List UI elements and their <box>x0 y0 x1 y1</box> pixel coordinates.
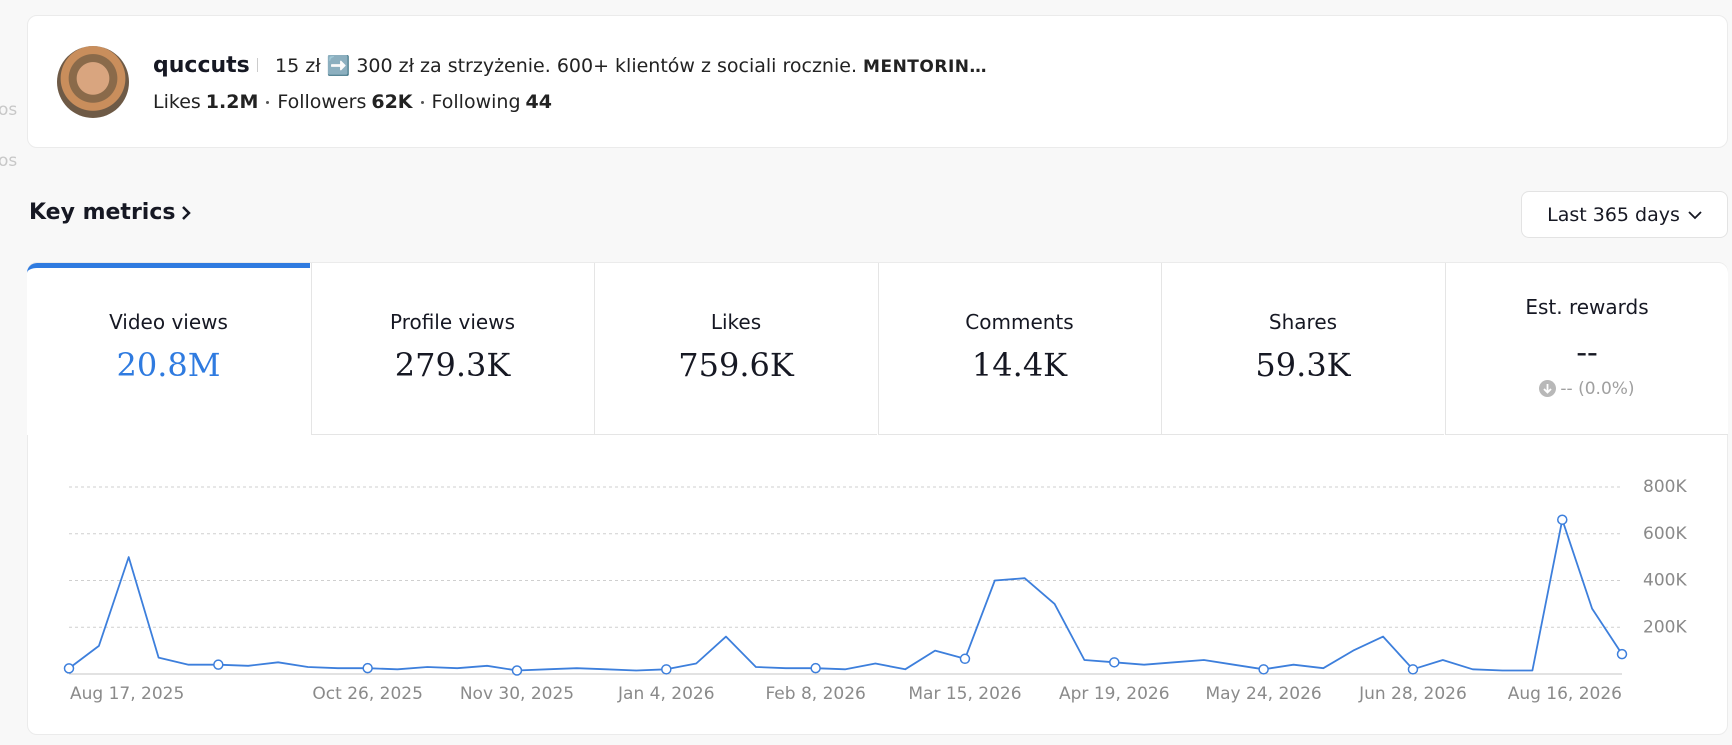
bio-bold: MENTORIN… <box>863 57 987 77</box>
dot <box>266 101 270 104</box>
metric-tab[interactable]: Comments 14.4K <box>877 263 1161 435</box>
stat-label: Followers <box>277 91 367 113</box>
sidebar-item[interactable]: os <box>0 100 18 120</box>
down-icon <box>1539 380 1557 397</box>
x-tick-label: Aug 17, 2025 <box>70 684 184 704</box>
metric-value: 279.3K <box>394 346 511 384</box>
metric-tab[interactable]: Likes 759.6K <box>594 263 877 435</box>
stat-label: Following <box>431 91 521 113</box>
metric-label: Comments <box>965 310 1074 334</box>
username[interactable]: quccuts <box>153 53 250 78</box>
title-text: Key metrics <box>29 200 176 225</box>
point <box>1616 648 1628 660</box>
y-tick-label: 600K <box>1643 524 1687 544</box>
y-tick-label: 800K <box>1643 477 1687 497</box>
point <box>959 653 971 665</box>
stat-value: 44 <box>525 91 552 113</box>
metric-value: 14.4K <box>971 346 1068 384</box>
stats: Likes 1.2M Followers 62K Following 44 <box>153 91 552 113</box>
x-tick-label: May 24, 2026 <box>1205 684 1321 704</box>
point <box>511 665 523 676</box>
x-tick-label: Jan 4, 2026 <box>617 684 715 704</box>
x-tick-label: Aug 16, 2026 <box>1508 684 1622 704</box>
bio-text: 15 zł ➡️ 300 zł za strzyżenie. 600+ klie… <box>275 55 857 77</box>
change-text: -- (0.0%) <box>1560 379 1635 399</box>
metric-change: -- (0.0%) <box>1446 379 1728 399</box>
chart: 200K 400K 600K 800K Aug 17, 2025 Oct 26, 2025… <box>63 477 1687 704</box>
metric-tab[interactable]: Est. rewards -- -- (0.0%) <box>1445 263 1728 435</box>
stat-value: 1.2M <box>205 91 259 113</box>
x-tick-label: Mar 15, 2026 <box>908 684 1021 704</box>
y-tick-label: 400K <box>1643 571 1687 591</box>
range-dropdown[interactable]: Last 365 days <box>1521 191 1728 238</box>
x-tick-label: Jun 28, 2026 <box>1358 684 1467 704</box>
chevron <box>182 206 192 220</box>
point <box>362 662 373 674</box>
y-tick-label: 200K <box>1643 617 1687 637</box>
point <box>810 662 821 674</box>
metric-tab[interactable]: Shares 59.3K <box>1161 263 1444 435</box>
profile-card: quccuts 15 zł ➡️ 300 zł za strzyżenie. 6… <box>27 15 1728 148</box>
stat-label: Likes <box>153 91 201 113</box>
point <box>1407 664 1419 675</box>
point <box>1109 657 1120 668</box>
range-text: Last 365 days <box>1547 203 1680 226</box>
section-title[interactable]: Key metrics <box>29 200 192 225</box>
metric-value: -- <box>1576 333 1598 371</box>
x-tick-label: Oct 26, 2025 <box>312 684 423 704</box>
metric-value: 20.8M <box>116 346 221 384</box>
bio: 15 zł ➡️ 300 zł za strzyżenie. 600+ klie… <box>275 54 987 77</box>
metric-label: Video views <box>109 310 228 334</box>
point <box>63 663 75 674</box>
avatar[interactable] <box>57 46 129 118</box>
line <box>68 518 1623 672</box>
x-tick-label: Feb 8, 2026 <box>765 684 865 704</box>
sidebar-item[interactable]: os <box>0 151 18 171</box>
metric-label: Likes <box>710 310 762 334</box>
metric-tab[interactable]: Video views 20.8M <box>27 263 310 435</box>
point <box>1258 664 1269 675</box>
metric-label: Est. rewards <box>1525 295 1649 319</box>
dot <box>420 101 424 104</box>
metric-label: Shares <box>1268 310 1338 334</box>
point <box>1557 514 1568 525</box>
chevron <box>1688 210 1702 219</box>
stat-value: 62K <box>371 91 413 113</box>
metric-tab[interactable]: Profile views 279.3K <box>310 263 594 435</box>
point <box>213 659 224 670</box>
metric-label: Profile views <box>389 310 516 334</box>
point <box>661 664 672 675</box>
x-tick-label: Nov 30, 2025 <box>460 684 574 704</box>
metric-value: 59.3K <box>1255 346 1351 384</box>
x-tick-label: Apr 19, 2026 <box>1059 684 1170 704</box>
separator <box>257 58 258 72</box>
metric-value: 759.6K <box>678 346 794 384</box>
